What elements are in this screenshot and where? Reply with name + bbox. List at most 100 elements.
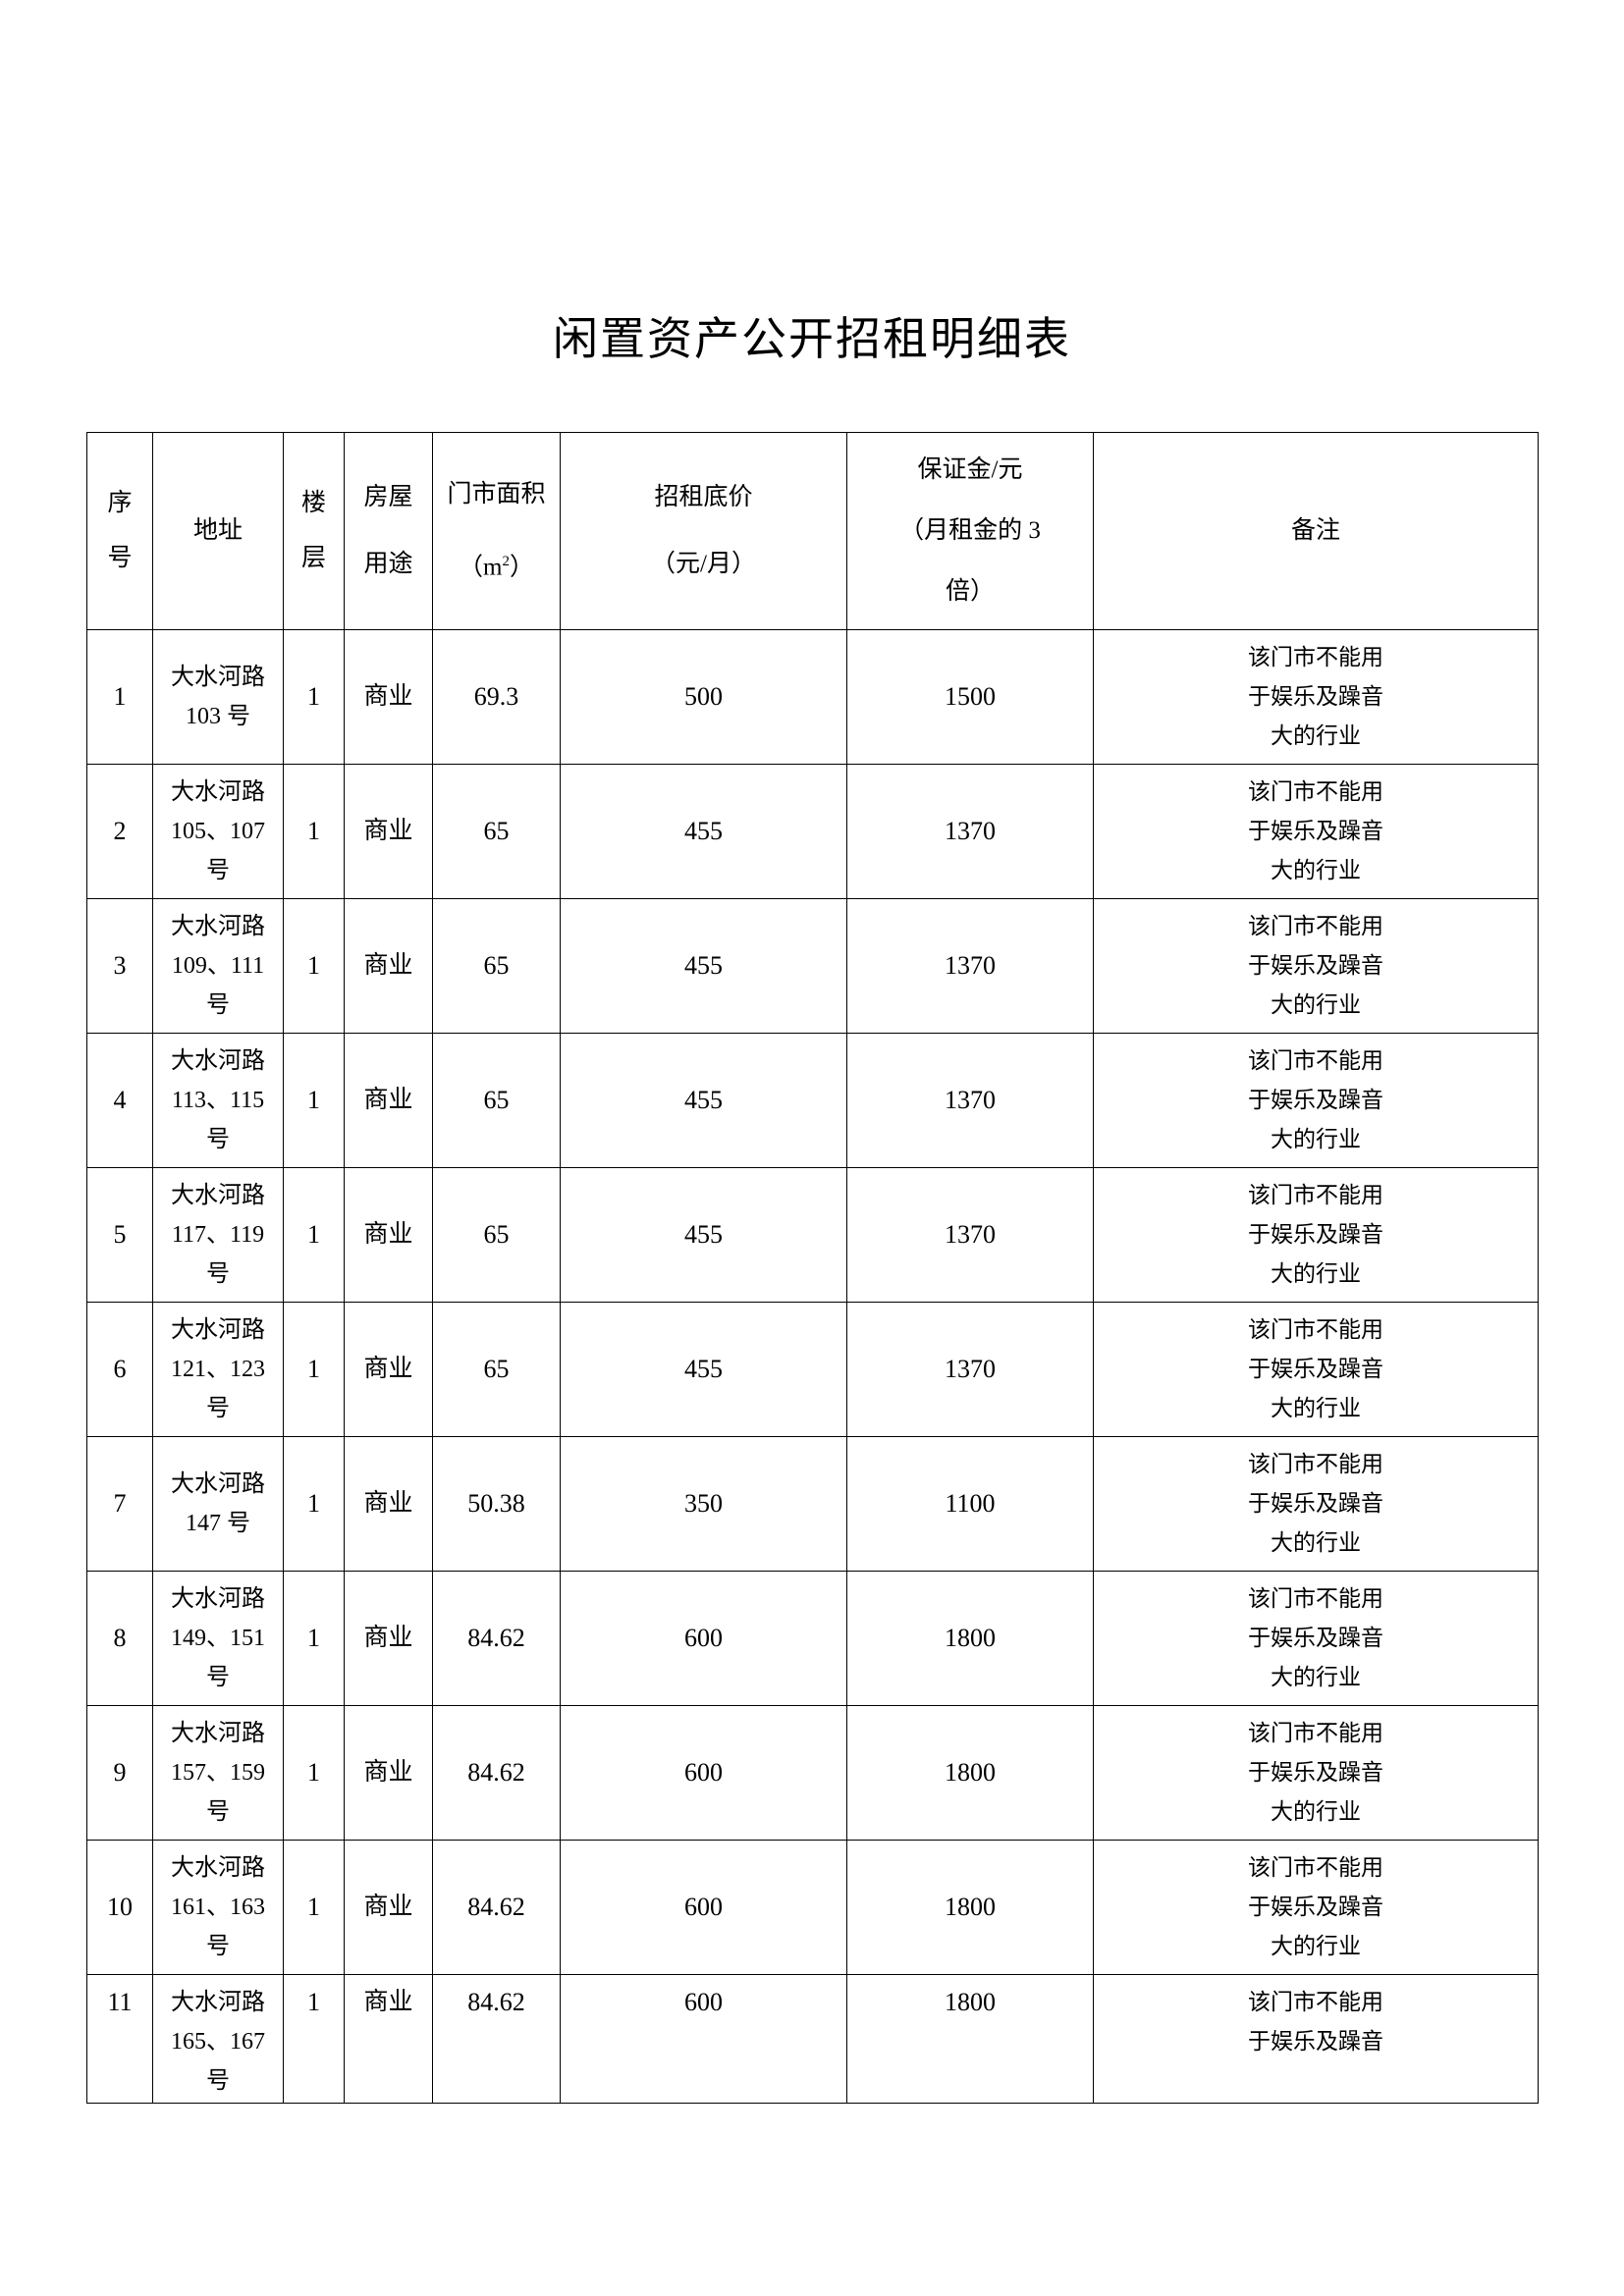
row-index: 3 bbox=[113, 951, 127, 980]
row-address-line2: 121、123 号 bbox=[171, 1357, 265, 1421]
cell-usage: 商业 bbox=[344, 1840, 433, 1975]
cell-address-text: 大水河路 149、151 号 bbox=[157, 1579, 279, 1697]
cell-area: 84.62 bbox=[432, 1840, 561, 1975]
row-deposit: 1370 bbox=[945, 817, 997, 845]
cell-floor-text: 1 bbox=[288, 1619, 340, 1658]
row-note-line1: 该门市不能用 bbox=[1248, 1855, 1384, 1880]
header-deposit-line2: （月租金的 3 bbox=[899, 517, 1041, 544]
cell-floor: 1 bbox=[283, 1840, 345, 1975]
cell-floor-text: 1 bbox=[288, 1215, 340, 1255]
cell-area-text: 84.62 bbox=[437, 1753, 556, 1792]
row-index: 10 bbox=[107, 1893, 133, 1921]
header-deposit-line3: 倍） bbox=[946, 578, 996, 605]
cell-floor: 1 bbox=[283, 1167, 345, 1303]
cell-address-text: 大水河路 105、107 号 bbox=[157, 773, 279, 890]
cell-deposit: 1800 bbox=[846, 1974, 1095, 2104]
cell-area-text: 50.38 bbox=[437, 1484, 556, 1523]
row-index: 7 bbox=[113, 1489, 127, 1518]
cell-area-text: 65 bbox=[437, 1081, 556, 1120]
row-address-line2: 113、115 号 bbox=[171, 1088, 265, 1152]
cell-usage: 商业 bbox=[344, 764, 433, 899]
cell-note: 该门市不能用 于娱乐及躁音 大的行业 bbox=[1093, 1033, 1540, 1168]
row-usage: 商业 bbox=[363, 818, 413, 844]
cell-area: 65 bbox=[432, 1167, 561, 1303]
cell-address: 大水河路 105、107 号 bbox=[152, 764, 284, 899]
row-note-line3: 大的行业 bbox=[1271, 1665, 1362, 1689]
cell-deposit: 1500 bbox=[846, 629, 1095, 765]
cell-area-text: 69.3 bbox=[437, 677, 556, 717]
cell-deposit: 1100 bbox=[846, 1436, 1095, 1572]
cell-usage-text: 商业 bbox=[349, 812, 428, 851]
cell-index: 3 bbox=[86, 898, 153, 1034]
cell-address: 大水河路 103 号 bbox=[152, 629, 284, 765]
cell-note: 该门市不能用 于娱乐及躁音 大的行业 bbox=[1093, 1436, 1540, 1572]
cell-area-text: 65 bbox=[437, 946, 556, 986]
cell-note: 该门市不能用 于娱乐及躁音 大的行业 bbox=[1093, 1840, 1540, 1975]
row-price: 350 bbox=[684, 1489, 723, 1518]
cell-note: 该门市不能用 于娱乐及躁音 大的行业 bbox=[1093, 1167, 1540, 1303]
row-note-line2: 于娱乐及躁音 bbox=[1248, 1357, 1384, 1381]
cell-usage-text: 商业 bbox=[349, 1888, 428, 1927]
cell-usage: 商业 bbox=[344, 1974, 433, 2104]
row-area: 65 bbox=[483, 1355, 510, 1383]
row-note-line1: 该门市不能用 bbox=[1248, 645, 1384, 669]
row-deposit: 1800 bbox=[945, 1893, 997, 1921]
cell-price-text: 600 bbox=[565, 1753, 842, 1792]
cell-note-text: 该门市不能用 于娱乐及躁音 大的行业 bbox=[1098, 1176, 1534, 1294]
cell-address: 大水河路 161、163 号 bbox=[152, 1840, 284, 1975]
cell-address-text: 大水河路 117、119 号 bbox=[157, 1176, 279, 1294]
row-note-line2: 于娱乐及躁音 bbox=[1248, 819, 1384, 843]
row-price: 500 bbox=[684, 682, 723, 711]
cell-area-text: 65 bbox=[437, 1350, 556, 1389]
row-index: 6 bbox=[113, 1355, 127, 1383]
cell-note: 该门市不能用 于娱乐及躁音 大的行业 bbox=[1093, 898, 1540, 1034]
cell-floor-text: 1 bbox=[288, 677, 340, 717]
header-usage-line1: 房屋 bbox=[363, 484, 413, 510]
cell-note-text: 该门市不能用 于娱乐及躁音 大的行业 bbox=[1098, 1714, 1534, 1832]
cell-floor-text: 1 bbox=[288, 1081, 340, 1120]
cell-index: 2 bbox=[86, 764, 153, 899]
row-note-line3: 大的行业 bbox=[1271, 723, 1362, 748]
page-title: 闲置资产公开招租明细表 bbox=[553, 314, 1071, 364]
row-usage: 商业 bbox=[363, 1625, 413, 1651]
cell-index-text: 5 bbox=[91, 1215, 148, 1255]
cell-price: 600 bbox=[559, 1840, 848, 1975]
header-cell-address: 地址 bbox=[152, 432, 284, 630]
cell-address: 大水河路 147 号 bbox=[152, 1436, 284, 1572]
row-note-line3: 大的行业 bbox=[1271, 1530, 1362, 1555]
row-note-line3: 大的行业 bbox=[1271, 1127, 1362, 1151]
row-note-line1: 该门市不能用 bbox=[1248, 1990, 1384, 2014]
cell-floor: 1 bbox=[283, 1302, 345, 1437]
header-price-line1: 招租底价 bbox=[654, 484, 753, 510]
cell-address: 大水河路 165、167 号 bbox=[152, 1974, 284, 2104]
cell-price-text: 455 bbox=[565, 1081, 842, 1120]
header-floor-line1: 楼 bbox=[300, 490, 326, 516]
row-deposit: 1370 bbox=[945, 1086, 997, 1114]
table-row: 3 大水河路 109、111 号 1 商业 65 455 1370 该门市不能用 于娱乐及躁音 大的… bbox=[86, 898, 1540, 1034]
cell-index: 9 bbox=[86, 1705, 153, 1841]
row-area: 69.3 bbox=[473, 682, 519, 711]
row-deposit: 1370 bbox=[945, 951, 997, 980]
cell-note-text: 该门市不能用 于娱乐及躁音 大的行业 bbox=[1098, 907, 1534, 1025]
header-cell-floor: 楼 层 bbox=[283, 432, 345, 630]
cell-area: 84.62 bbox=[432, 1571, 561, 1706]
header-address-label: 地址 bbox=[192, 517, 243, 544]
row-index: 4 bbox=[113, 1086, 127, 1114]
row-address-line1: 大水河路 bbox=[171, 779, 265, 805]
cell-price-text: 455 bbox=[565, 812, 842, 851]
cell-deposit-text: 1100 bbox=[851, 1484, 1089, 1523]
row-address-line1: 大水河路 bbox=[171, 1721, 265, 1746]
row-usage: 商业 bbox=[363, 952, 413, 979]
row-address-line2: 147 号 bbox=[186, 1511, 250, 1536]
cell-floor-text: 1 bbox=[288, 1753, 340, 1792]
cell-usage: 商业 bbox=[344, 629, 433, 765]
cell-price: 350 bbox=[559, 1436, 848, 1572]
row-floor: 1 bbox=[307, 1086, 320, 1114]
cell-price: 455 bbox=[559, 1033, 848, 1168]
row-area: 84.62 bbox=[467, 1758, 525, 1787]
cell-area: 84.62 bbox=[432, 1705, 561, 1841]
rental-listing-table-container: 序 号 地址 楼 层 房屋 bbox=[86, 432, 1540, 2104]
cell-deposit-text: 1800 bbox=[851, 1753, 1089, 1792]
cell-usage: 商业 bbox=[344, 1167, 433, 1303]
cell-index-text: 9 bbox=[91, 1753, 148, 1792]
